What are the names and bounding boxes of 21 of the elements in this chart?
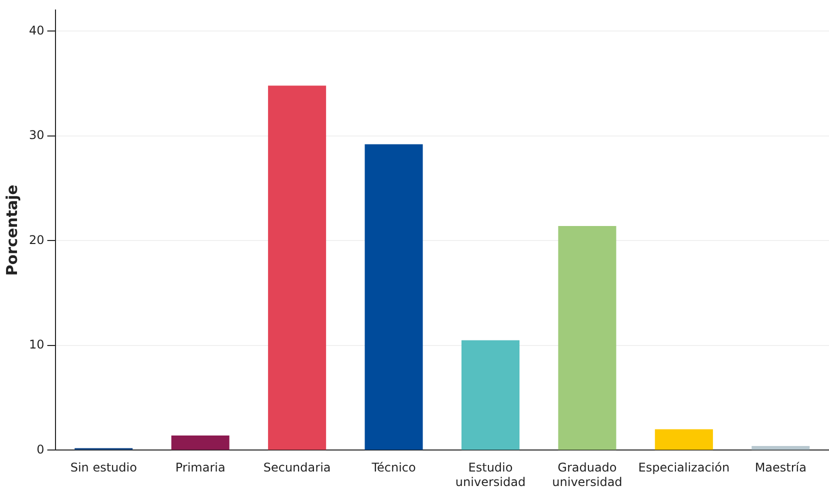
- x-tick-label: Técnico: [370, 460, 416, 475]
- bar: [268, 86, 326, 450]
- y-tick-label: 10: [28, 338, 44, 352]
- bar: [654, 429, 713, 450]
- bar: [461, 340, 520, 450]
- y-tick-label: 40: [28, 23, 44, 38]
- x-tick-label: Sin estudio: [70, 460, 137, 475]
- bar: [171, 436, 230, 450]
- x-tick-label: Graduado universidad: [552, 460, 622, 489]
- x-tick-label: Maestría: [754, 460, 806, 475]
- x-tick-label: Estudio universidad: [455, 460, 526, 489]
- x-tick-label: Primaria: [175, 460, 226, 475]
- y-tick-label: 0: [36, 442, 44, 456]
- bar: [364, 144, 423, 450]
- y-axis-title: Porcentaje: [2, 184, 21, 276]
- bar: [752, 446, 810, 450]
- x-tick-label: Secundaria: [263, 460, 331, 475]
- bar: [558, 226, 616, 450]
- y-tick-label: 30: [28, 128, 44, 142]
- x-tick-label: Especialización: [638, 460, 730, 475]
- y-tick-label: 20: [28, 232, 44, 247]
